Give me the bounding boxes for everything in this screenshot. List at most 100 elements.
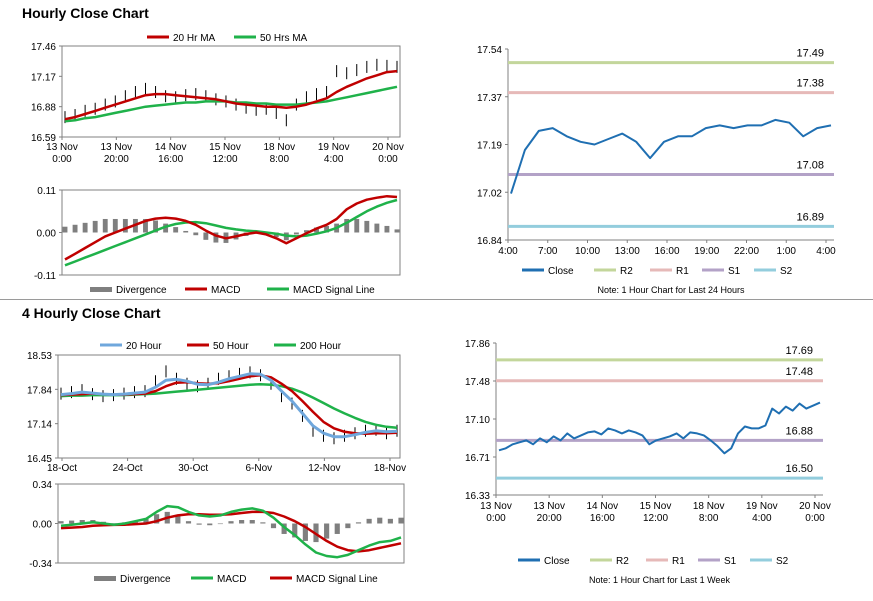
hourly-section-title: Hourly Close Chart [22,5,149,21]
hourly-macd-legend-macd-label: MACD [211,285,240,296]
four-hourly-macd-signal-line [60,510,402,553]
four-hourly-macd-divergence-bar [387,518,393,524]
four-hourly-levels-xtick-label: 19 Nov 4:00 [746,501,778,524]
hourly-macd-divergence-bar [183,230,189,233]
hourly-macd-divergence-bar [102,218,108,233]
hourly-levels-ytick-label: 17.19 [477,141,502,152]
hourly-macd-legend-divergence-label: Divergence [116,285,167,296]
four-hourly-levels-level-r2-label: 17.69 [785,345,813,357]
hourly-price-xtick-label-line: 18 Nov [263,142,295,153]
four-hourly-macd-divergence-bar [366,518,372,524]
four-hourly-macd-legend-divergence-label: Divergence [120,574,171,585]
four-hourly-levels-xtick-label-line: 20:00 [537,513,562,524]
four-hourly-levels-level-s1-label: 16.88 [785,425,813,437]
hourly-levels-xtick-label: 13:00 [615,246,640,257]
hourly-macd-divergence-bar [153,220,158,233]
hourly-levels-close-line [510,118,832,194]
four-hourly-levels-level-r1-label: 17.48 [785,366,813,378]
hourly-macd-divergence-bar [374,223,380,233]
hourly-legend-20hr-ma-label: 20 Hr MA [173,33,216,44]
four-hourly-levels-xtick-label-line: 15 Nov [640,501,672,512]
hourly-price-xtick-label: 19 Nov 4:00 [318,142,350,165]
hourly-macd-divergence-bar [122,218,128,233]
hourly-macd-divergence-bar [173,227,179,233]
four-hourly-macd-divergence-bar [207,523,213,526]
four-hourly-levels-xtick-label-line: 0:00 [486,513,506,524]
hourly-levels-level-r1-label: 17.38 [796,78,824,90]
four-hourly-levels-ytick-label: 16.33 [465,491,490,502]
four-hourly-levels-xtick-label-line: 19 Nov [746,501,778,512]
hourly-levels-level-s2-label: 16.89 [796,211,824,223]
four-hourly-macd-divergence-bar [79,520,85,524]
hourly-macd-line [64,194,398,261]
four-hourly-macd-ytick-label: 0.34 [33,480,53,491]
four-hourly-levels-xtick-label-line: 12:00 [643,513,668,524]
hourly-levels-xtick-label: 16:00 [654,246,679,257]
hourly-price-xtick-label-line: 19 Nov [318,142,350,153]
four-hourly-levels-xtick-label-line: 14 Nov [586,501,618,512]
hourly-levels-legend-r2-label: R2 [620,266,633,277]
hourly-price-ytick-label: 17.46 [31,42,56,53]
hourly-levels-xtick-label: 22:00 [734,246,759,257]
hourly-macd-divergence-bar [143,218,148,233]
hourly-levels-legend-s1-label: S1 [728,266,741,277]
four-hourly-levels-xtick-label-line: 13 Nov [480,501,512,512]
hourly-price-xtick-label-line: 8:00 [270,154,290,165]
hourly-macd-divergence-bar [82,222,88,233]
hourly-price-xtick-label-line: 4:00 [324,154,344,165]
hourly-macd-ytick-label: 0.00 [37,229,57,240]
hourly-levels-legend-r1-label: R1 [676,266,689,277]
four-hourly-levels-xtick-label: 13 Nov 20:00 [533,501,565,524]
hourly-levels-xtick-label: 19:00 [694,246,719,257]
hourly-macd-divergence-bar [314,227,319,233]
four-hourly-macd-divergence-bar [185,521,192,524]
hourly-macd-divergence-bar [324,225,330,233]
four-hourly-levels-legend-close-label: Close [544,556,570,567]
hourly-price-xtick-label-line: 13 Nov [100,142,132,153]
hourly-macd-divergence-bar [344,218,350,233]
four-hourly-macd-divergence-bar [260,522,266,524]
hourly-price-xtick-label: 20 Nov 0:00 [372,142,404,165]
hourly-levels-note: Note: 1 Hour Chart for Last 24 Hours [597,285,745,295]
hourly-price-xtick-label-line: 15 Nov [209,142,241,153]
four-hourly-macd-divergence-bar [196,523,202,525]
four-hourly-levels-close-line [498,401,821,455]
hourly-levels-xtick-label: 4:00 [498,246,518,257]
four-hourly-price-frame [57,354,401,459]
hourly-levels-level-r2-label: 17.49 [796,48,824,60]
hourly-macd-ytick-label: 0.11 [37,186,56,197]
hourly-macd-divergence-bar [62,226,68,233]
hourly-levels-ytick-label: 16.84 [477,236,502,247]
four-hourly-price-xtick-label: 12-Nov [308,463,340,474]
hourly-levels-legend-close-label: Close [548,266,574,277]
four-hourly-price-xtick-label: 18-Nov [374,463,406,474]
hourly-macd-divergence-bar [163,223,169,233]
hourly-levels-ytick-label: 17.37 [477,93,502,104]
four-hourly-price-ytick-label: 16.45 [27,454,52,465]
four-hourly-macd-legend-macd-label: MACD [217,574,246,585]
four-hourly-levels-legend-s2-label: S2 [776,556,789,567]
four-hourly-levels-xtick-label: 14 Nov 16:00 [586,501,618,524]
hourly-levels-level-s1-label: 17.08 [796,160,824,172]
four-hourly-levels-ytick-label: 17.48 [465,377,490,388]
four-hourly-macd-divergence-bar [292,523,298,538]
four-hourly-levels-xtick-label-line: 4:00 [752,513,772,524]
four-hourly-macd-divergence-bar [143,518,149,524]
hourly-20hr-ma-line [64,69,398,121]
hourly-price-xtick-label-line: 0:00 [52,154,72,165]
section-divider [0,299,873,300]
four-hourly-price-ytick-label: 18.53 [27,351,52,362]
hourly-price-ytick-label: 16.88 [31,103,56,114]
hourly-levels-legend-s2-label: S2 [780,266,793,277]
hourly-legend-50hr-ma-label: 50 Hrs MA [260,33,308,44]
hourly-levels-xtick-label: 1:00 [777,246,797,257]
hourly-price-xtick-label-line: 14 Nov [155,142,187,153]
four-hourly-levels-legend-s1-label: S1 [724,556,737,567]
hourly-price-frame [61,45,401,138]
hourly-macd-divergence-bar [92,220,98,233]
four-hourly-legend-20hr-label: 20 Hour [126,341,162,352]
four-hourly-macd-ytick-label: 0.00 [33,520,53,531]
four-hourly-levels-level-s2-label: 16.50 [785,463,813,475]
four-hourly-macd-divergence-bar [334,523,340,534]
four-hourly-levels-legend-r1-label: R1 [672,556,685,567]
